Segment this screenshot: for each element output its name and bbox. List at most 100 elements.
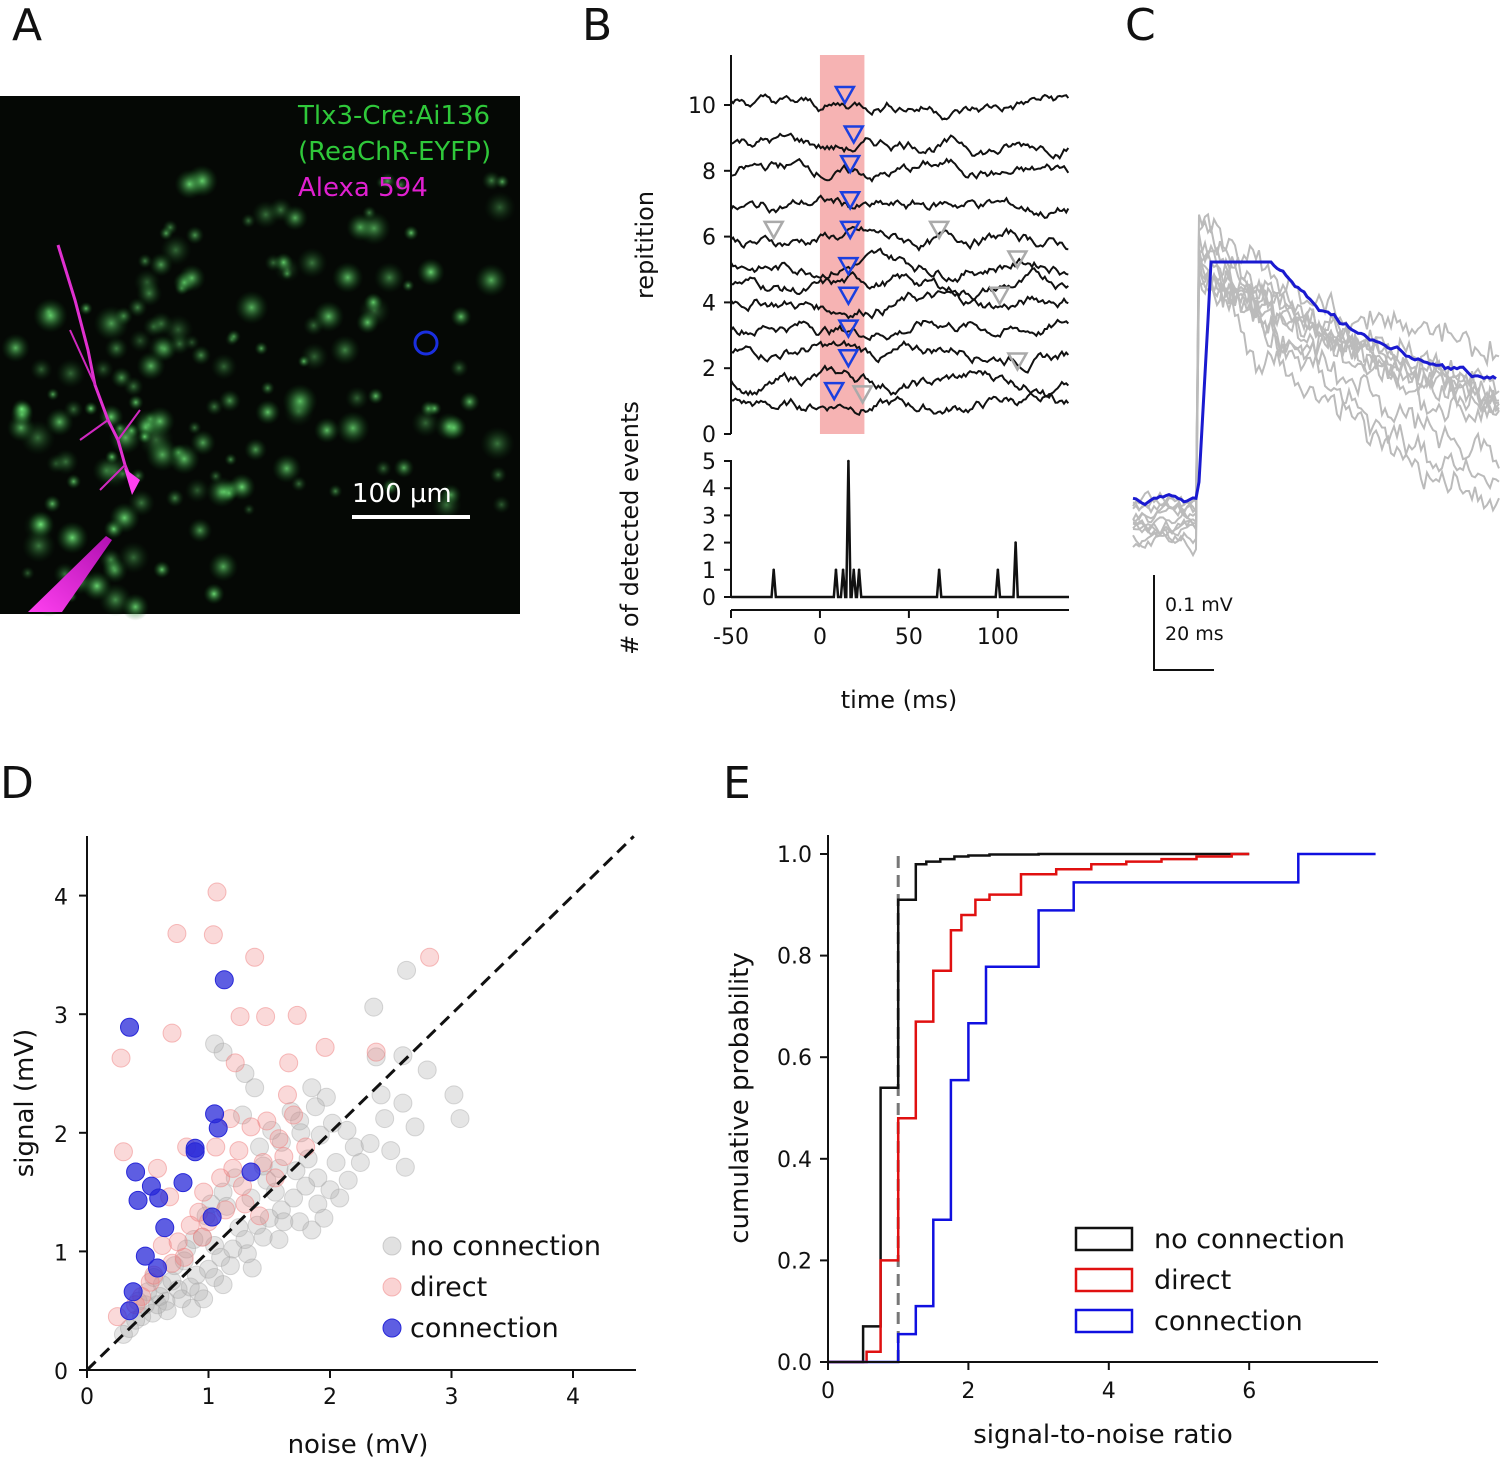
no-connection-point [291,1123,311,1143]
no-connection-point [147,1295,167,1315]
voltage-trace [730,388,1070,416]
detected-event-marker [833,85,856,106]
fluorescent-cell [416,258,445,287]
no-connection-point [337,1120,357,1140]
direct-point [279,1053,299,1073]
direct-point [315,1037,335,1057]
fluorescent-cell [300,342,329,371]
panel-e: 0 2 4 6 0.0 0.2 0.4 0.6 0.8 1.0 cumulative probab… [725,835,1378,1450]
fluorescent-cell [224,453,238,466]
direct-point [265,1168,285,1188]
fluorescent-cell [434,412,464,441]
no-connection-point [262,1120,282,1140]
fluorescent-cell [29,358,53,381]
fluorescent-cell [178,264,206,292]
e-legend: no connection direct connection [1074,1224,1345,1337]
no-connection-point [189,1282,209,1302]
fluorescent-cell [393,457,415,479]
connection-point [147,1258,167,1278]
no-connection-point [172,1289,192,1309]
fluorescent-cell [272,453,302,484]
voltage-trace [730,157,1070,183]
fluorescent-cell [128,394,144,411]
direct-point [225,1053,245,1073]
d-y-tick-label: 1 [54,1241,68,1266]
detected-event-marker [842,125,865,146]
voltage-trace [730,289,1069,320]
no-connection-point [330,1188,350,1208]
spontaneous-event-marker [762,220,785,241]
fluorescent-cell [137,253,153,269]
fluorescent-cell [228,473,256,501]
traces-ylabel: repitition [631,191,659,299]
direct-point [229,1141,249,1161]
fluorescent-cell [290,475,307,492]
no-connection-point [245,1078,265,1098]
hist-y-tick-label: 0 [702,586,716,611]
connection-point [208,1118,228,1138]
no-connection-point [290,1212,310,1232]
direct-point [241,1117,261,1137]
no-connection-point [302,1220,322,1240]
voltage-trace [730,225,1069,252]
fluorescent-cell [242,503,256,516]
connection-point [128,1190,148,1210]
connection-point [135,1246,155,1266]
connection-point [120,1301,140,1321]
fluorescent-cell [41,304,56,319]
no-connection-point [242,1258,262,1278]
fluorescent-cell [81,571,112,601]
fluorescent-cell [282,205,308,231]
fluorescent-cell [55,358,86,389]
mean-trace [1132,260,1497,507]
e-x-tick-label: 2 [961,1379,975,1404]
spontaneous-event-marker [851,385,874,405]
hist-y-tick-label: 2 [702,532,716,557]
d-legend-no-connection: no connection [410,1231,601,1262]
fluorescent-cell [440,484,462,506]
fluorescent-cell [474,263,508,297]
connection-point [123,1282,143,1302]
fluorescent-cell [244,438,268,462]
direct-point [111,1048,131,1068]
identity-line [85,835,635,1372]
detected-event-marker [837,319,860,340]
d-y-tick-label: 4 [54,886,68,911]
e-legend-swatch-direct [1074,1267,1134,1293]
connection-point [149,1188,169,1208]
hist-bin-peak [996,568,1000,572]
d-x-tick-label: 0 [80,1385,94,1410]
detected-event-marker [837,286,860,307]
detected-event-marker [839,191,862,211]
fluorescent-cell [138,421,174,458]
fluorescent-cell [332,261,364,294]
fluorescent-cell [480,426,515,461]
fluorescent-cell [92,358,114,380]
direct-point [194,1182,214,1202]
direct-point [287,1005,307,1025]
d-x-tick-label: 3 [445,1385,459,1410]
no-connection-point [393,1046,413,1066]
connection-point [202,1207,222,1227]
fluorescent-cell [190,345,212,366]
no-connection-point [417,1060,437,1080]
fluorescent-cell [46,387,60,401]
scale-bar-label: 100 µm [352,479,452,509]
e-ylabel: cumulative probability [725,952,755,1244]
connection-point [241,1162,261,1182]
fluorescent-cell [218,389,241,413]
voltage-trace [730,194,1070,219]
no-connection-point [314,1208,334,1228]
no-connection-point [308,1168,328,1188]
fluorescent-cell [379,172,396,190]
fluorescent-cell [79,301,93,316]
no-connection-point [290,1111,310,1131]
stimulus-window [819,55,865,434]
panel-d: 0 1 2 3 4 0 1 2 3 4 signal (mV) noise (mV) no con… [10,835,636,1460]
no-connection-point [444,1085,464,1105]
spontaneous-event-marker [927,220,951,241]
direct-point [269,1129,289,1149]
direct-point [245,947,265,967]
no-connection-point [250,1137,270,1157]
direct-point [277,1085,297,1105]
